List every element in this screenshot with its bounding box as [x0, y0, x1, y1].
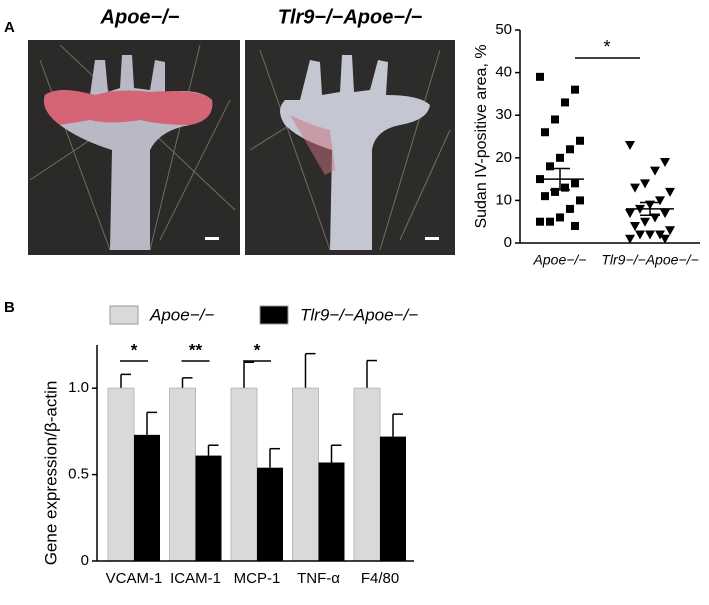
data-point: [640, 217, 650, 227]
significance-label: **: [189, 340, 203, 359]
data-point: [546, 162, 554, 171]
data-point: [571, 179, 579, 188]
y-axis-label: Sudan IV-positive area, %: [473, 44, 490, 228]
aorta-photo: [245, 40, 455, 255]
legend-label: Tlr9−/−Apoe−/−: [300, 305, 418, 324]
bar: [292, 387, 319, 562]
data-point: [556, 153, 564, 162]
data-point: [625, 234, 635, 244]
x-tick-label: ICAM-1: [170, 570, 221, 587]
x-tick-label: F4/80: [361, 570, 399, 587]
data-point: [635, 230, 645, 240]
bar: [107, 387, 135, 562]
y-axis-label: Gene expression/β-actin: [41, 381, 60, 566]
legend-swatch: [109, 305, 139, 325]
bar: [257, 467, 283, 561]
significance-label: *: [131, 340, 138, 359]
y-tick-label: 1.0: [68, 379, 89, 396]
photo-title: Tlr9−/−Apoe−/−: [278, 6, 423, 28]
legend-swatch: [259, 305, 289, 325]
data-point: [630, 183, 640, 193]
panel-label: A: [4, 19, 15, 36]
data-point: [541, 192, 549, 201]
significance-label: *: [603, 37, 610, 57]
x-tick-label: Apoe−/−: [533, 252, 587, 268]
significance-label: *: [254, 340, 261, 359]
y-tick-label: 0: [81, 552, 89, 569]
data-point: [660, 158, 670, 168]
data-point: [541, 128, 549, 137]
bar: [169, 387, 196, 562]
data-point: [625, 209, 635, 219]
data-point: [536, 217, 544, 226]
data-point: [561, 183, 569, 192]
data-point: [665, 226, 675, 236]
legend-label: Apoe−/−: [149, 305, 214, 324]
bar: [380, 436, 406, 561]
data-point: [576, 196, 584, 205]
y-tick-label: 10: [495, 191, 512, 208]
x-tick-label: Tlr9−/−Apoe−/−: [601, 252, 698, 268]
error-bar: [640, 201, 660, 217]
data-point: [571, 85, 579, 94]
data-point: [576, 136, 584, 145]
x-tick-label: VCAM-1: [106, 570, 163, 587]
data-point: [551, 187, 559, 196]
data-point: [665, 187, 675, 197]
data-point: [655, 196, 665, 206]
y-tick-label: 30: [495, 106, 512, 123]
aorta-photo: [28, 40, 240, 255]
bar: [195, 455, 222, 561]
data-point: [630, 221, 640, 231]
photo-title: Apoe−/−: [100, 6, 180, 28]
data-point: [546, 217, 554, 226]
data-point: [660, 209, 670, 219]
data-point: [556, 213, 564, 222]
data-point: [660, 234, 670, 244]
x-tick-label: MCP-1: [234, 570, 281, 587]
data-point: [536, 72, 544, 81]
bar: [230, 387, 258, 562]
panel-label: B: [4, 299, 15, 316]
bar: [318, 462, 345, 561]
y-tick-label: 50: [495, 21, 512, 38]
data-point: [551, 115, 559, 124]
data-point: [566, 204, 574, 213]
data-point: [645, 230, 655, 240]
data-point: [640, 179, 650, 189]
y-tick-label: 40: [495, 64, 512, 81]
y-tick-label: 20: [495, 149, 512, 166]
data-point: [650, 166, 660, 176]
data-point: [571, 221, 579, 230]
bar: [353, 387, 381, 562]
y-tick-label: 0: [504, 234, 512, 251]
y-tick-label: 0.5: [68, 466, 89, 483]
x-tick-label: TNF-α: [297, 570, 340, 587]
data-point: [655, 230, 665, 240]
data-point: [561, 98, 569, 107]
bar: [134, 434, 160, 561]
data-point: [625, 141, 635, 151]
error-bar: [550, 167, 570, 191]
data-point: [566, 145, 574, 154]
